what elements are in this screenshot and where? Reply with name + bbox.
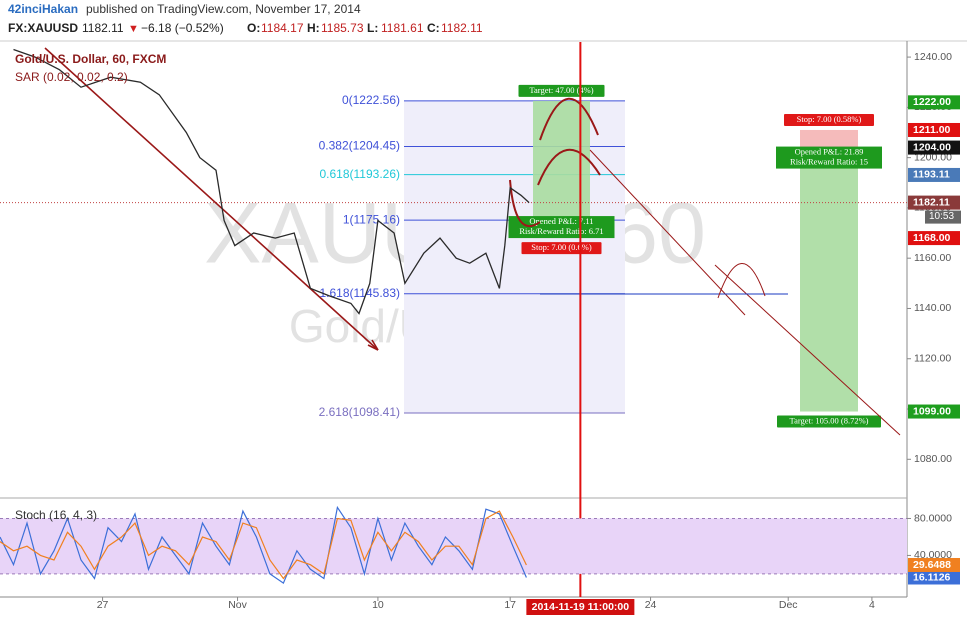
price-tag-label: 1168.00 (913, 232, 951, 244)
price-tag-label: 1222.00 (913, 96, 951, 108)
price-tag (908, 95, 960, 110)
last-price: 1182.11 (82, 21, 124, 35)
fib-label: 2.618(1098.41) (319, 405, 400, 419)
position-profit (800, 147, 858, 412)
countdown-box (925, 210, 961, 224)
price-tag (908, 195, 960, 210)
ohlc-label: O: (247, 21, 260, 35)
stoch-title: Stoch (16, 4, 3) (15, 508, 97, 522)
price-tag-label: 1204.00 (913, 141, 951, 153)
x-tick-label: Dec (779, 599, 798, 611)
ohlc-label: L: (367, 21, 378, 35)
countdown: 10:53 (929, 211, 954, 222)
stoch-tag (908, 557, 960, 572)
ohlc-value: 1185.73 (321, 21, 364, 35)
price-tag-label: 1099.00 (913, 405, 951, 417)
price-tag (908, 140, 960, 155)
fib-zone (404, 100, 625, 414)
cursor-label-box (526, 599, 635, 615)
drawing-line (367, 344, 379, 351)
fib-label: 1(1175.16) (343, 212, 400, 226)
price-tag-label: 1193.11 (913, 169, 950, 181)
fib-label: 0.618(1193.26) (319, 167, 400, 181)
price-tag (908, 231, 960, 246)
position-label-box (518, 84, 605, 97)
position-label-box (776, 146, 882, 169)
change: −6.18 (−0.52%) (141, 21, 224, 35)
y-tick-label: 1140.00 (914, 302, 951, 314)
ohlc-value: 1182.11 (441, 21, 483, 35)
plot: O: 1184.17 H: 1185.73 L: 1181.61 C: 1182.11XAUU… (0, 21, 961, 615)
price-tag (908, 122, 960, 137)
position-loss (800, 129, 858, 148)
ohlc-label: C: (427, 21, 440, 35)
drawing-line (589, 149, 746, 316)
x-tick-label: 27 (97, 599, 109, 611)
cursor-label: 2014-11-19 11:00:00 (532, 601, 630, 613)
position-label: Opened P&L: 21.89 (795, 147, 864, 157)
drawing-curve (717, 263, 766, 299)
position-label: Target: 47.00 (4%) (529, 85, 593, 95)
stoch-tag (908, 570, 960, 585)
fib-label: 0(1222.56) (342, 93, 400, 107)
price-tag (908, 404, 960, 419)
ohlc-label: H: (307, 21, 320, 35)
y-tick-label: 1080.00 (914, 453, 952, 465)
ohlc-value: 1184.17 (261, 21, 304, 35)
fib-label: 0.382(1204.45) (319, 139, 400, 153)
position-label-box (521, 242, 602, 255)
drawing-line (714, 264, 901, 436)
position-label: Stop: 7.00 (0.6%) (531, 242, 592, 252)
price-line (13, 48, 530, 315)
x-tick-label: 4 (869, 599, 875, 611)
drawing-line (44, 47, 379, 351)
published: published on TradingView.com, November 1… (86, 2, 361, 16)
price-tag-label: 1182.11 (913, 196, 950, 208)
author[interactable]: 42inciHakan (8, 2, 78, 16)
ohlc-value: 1181.61 (381, 21, 424, 35)
stoch-tick-label: 80.0000 (914, 512, 952, 524)
y-tick-label: 1240.00 (914, 51, 952, 63)
y-tick-label: 1160.00 (914, 252, 951, 264)
position-label-box (508, 216, 615, 239)
position-label: Risk/Reward Ratio: 6.71 (519, 226, 603, 236)
position-label: Target: 105.00 (8.72%) (789, 415, 868, 425)
position-label-box (777, 415, 881, 428)
drawing-curve (509, 179, 541, 228)
down-arrow: ▼ (128, 23, 139, 35)
drawing-curve (537, 148, 601, 186)
x-tick-label: Nov (228, 599, 247, 611)
price-tag-label: 1211.00 (913, 124, 951, 136)
fib-label: 1.618(1145.83) (319, 286, 400, 300)
x-tick-label: 10 (372, 599, 384, 611)
price-tag (908, 167, 960, 182)
stoch-tag-label: 16.1126 (913, 571, 951, 583)
indicator-label: SAR (0.02, 0.02, 0.2) (15, 70, 128, 84)
drawing-line (371, 339, 379, 351)
stoch-line (0, 505, 527, 585)
stoch-tag-label: 29.6488 (913, 559, 951, 571)
drawing-curve (539, 97, 599, 141)
position-label-box (784, 113, 874, 126)
y-tick-label: 1120.00 (914, 353, 951, 365)
position-label: Risk/Reward Ratio: 15 (790, 157, 868, 167)
x-tick-label: 17 (504, 599, 516, 611)
symbol: FX:XAUUSD (8, 21, 78, 35)
x-tick-label: 24 (645, 599, 657, 611)
chart-title: Gold/U.S. Dollar, 60, FXCM (15, 52, 166, 66)
stoch-line (0, 510, 527, 580)
position-label: Opened P&L: 7.11 (529, 216, 593, 226)
position-label: Stop: 7.00 (0.58%) (797, 114, 862, 124)
